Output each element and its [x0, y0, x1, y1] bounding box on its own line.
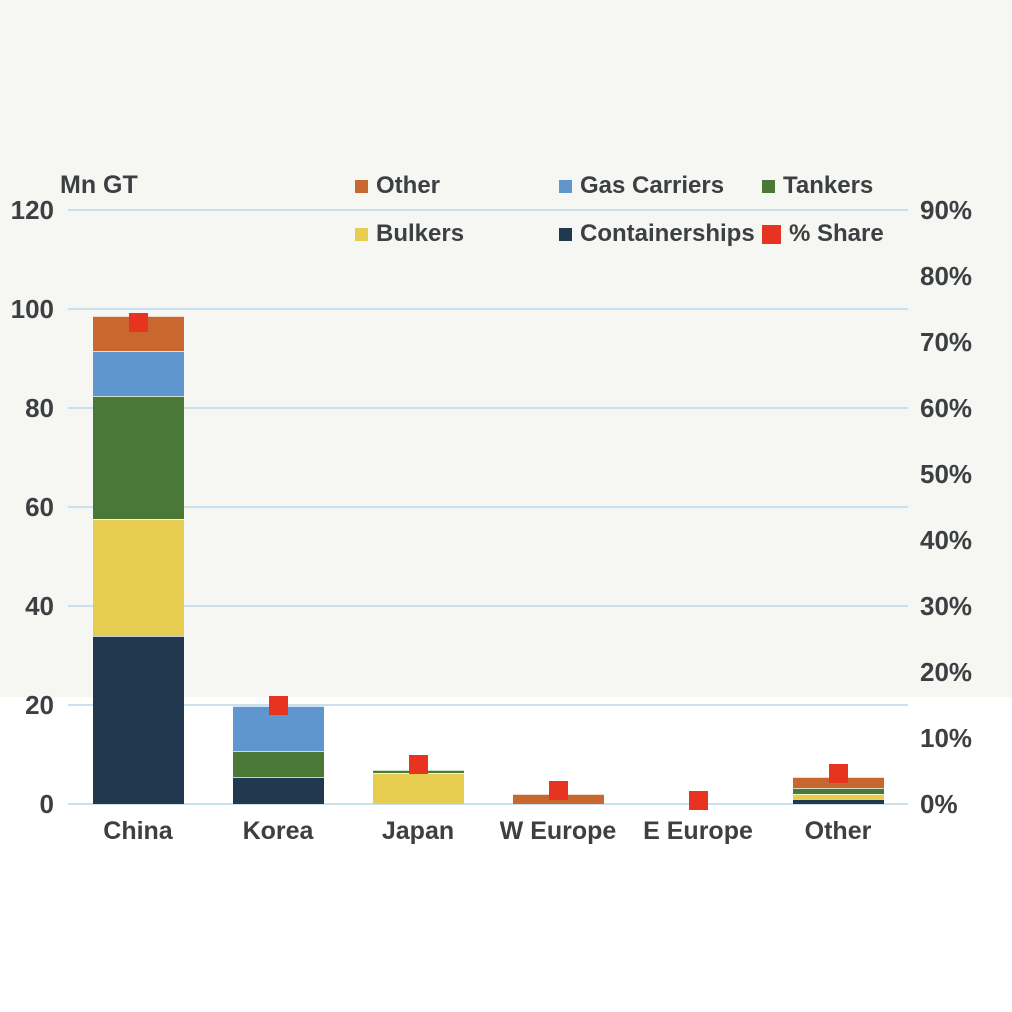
- bar-segment-containerships: [793, 799, 884, 804]
- x-axis-category-label: E Europe: [643, 817, 753, 845]
- gridline: [68, 803, 908, 805]
- x-axis-category-label: W Europe: [499, 817, 617, 845]
- right-axis-tick-label: 0%: [920, 789, 958, 819]
- legend-item-other: Other: [355, 170, 440, 202]
- right-axis-tick-label: 90%: [920, 195, 973, 225]
- left-axis-tick-label: 120: [10, 195, 54, 225]
- legend-item-label: Other: [376, 172, 441, 199]
- legend-item-label: Gas Carriers: [580, 172, 725, 199]
- gridline: [68, 308, 908, 310]
- left-axis-tick-label: 60: [25, 492, 54, 522]
- bar-segment-gas-carriers: [93, 351, 184, 396]
- left-axis-tick-label: 100: [10, 294, 54, 324]
- bar-segment-bulkers: [373, 773, 464, 804]
- bar-segment-tankers: [93, 395, 184, 520]
- left-axis-title: Mn GT: [60, 171, 138, 199]
- share-marker-other: [828, 764, 848, 784]
- bar-segment-tankers: [793, 788, 884, 795]
- legend-item-bulkers: Bulkers: [355, 218, 464, 250]
- legend-item-share: % Share: [762, 218, 884, 250]
- right-axis-tick-label: 20%: [920, 657, 973, 687]
- legend-swatch-gas-carriers-icon: [559, 179, 572, 193]
- right-axis-tick-label: 40%: [920, 525, 973, 555]
- x-axis-category-label: Other: [804, 817, 872, 845]
- bar-segment-bulkers: [793, 794, 884, 800]
- left-axis-tick-label: 0: [39, 789, 54, 819]
- legend-swatch-tankers-icon: [762, 179, 775, 193]
- legend-item-containerships: Containerships: [559, 218, 755, 250]
- left-axis-tick-label: 20: [25, 690, 54, 720]
- gridline: [68, 506, 908, 508]
- bar-segment-containerships: [233, 776, 324, 804]
- gridline: [68, 407, 908, 409]
- legend-item-label: Tankers: [783, 172, 874, 199]
- right-axis-tick-label: 50%: [920, 459, 973, 489]
- legend-item-tankers: Tankers: [762, 170, 873, 202]
- right-axis-tick-label: 30%: [920, 591, 973, 621]
- left-axis-tick-label: 80: [25, 393, 54, 423]
- right-axis-tick-label: 80%: [920, 261, 973, 291]
- right-axis-tick-label: 10%: [920, 723, 973, 753]
- legend-item-label: Containerships: [580, 220, 755, 247]
- bar-segment-tankers: [233, 750, 324, 777]
- gridline: [68, 209, 908, 211]
- share-marker-japan: [408, 754, 428, 774]
- share-marker-w-europe: [548, 780, 568, 800]
- share-marker-china: [128, 312, 148, 332]
- right-axis-tick-label: 60%: [920, 393, 973, 423]
- legend-swatch-share-icon: [762, 224, 781, 244]
- x-axis-category-label: Japan: [381, 817, 455, 845]
- legend-item-label: Bulkers: [376, 220, 465, 247]
- gridline: [68, 605, 908, 607]
- legend-item-label: % Share: [789, 220, 884, 247]
- legend-swatch-other-icon: [355, 179, 368, 193]
- share-marker-korea: [268, 695, 288, 715]
- right-axis-tick-label: 70%: [920, 327, 973, 357]
- bar-segment-bulkers: [93, 519, 184, 636]
- left-axis-tick-label: 40: [25, 591, 54, 621]
- x-axis-category-label: Korea: [242, 817, 314, 845]
- legend-swatch-containerships-icon: [559, 227, 572, 241]
- gridline: [68, 704, 908, 706]
- x-axis-category-label: China: [103, 817, 173, 845]
- legend-item-gas-carriers: Gas Carriers: [559, 170, 724, 202]
- share-marker-e-europe: [688, 790, 708, 810]
- bar-segment-containerships: [93, 635, 184, 804]
- legend-swatch-bulkers-icon: [355, 227, 368, 241]
